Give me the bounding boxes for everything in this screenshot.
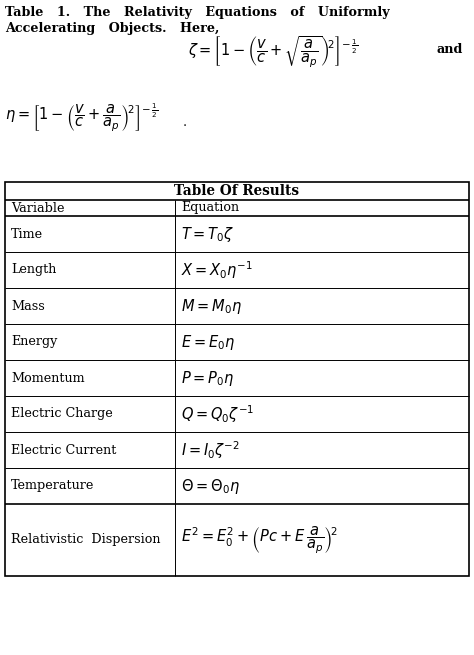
Text: Variable: Variable bbox=[11, 202, 64, 214]
Text: $\Theta = \Theta_0\eta$: $\Theta = \Theta_0\eta$ bbox=[181, 476, 240, 495]
Text: Electric Current: Electric Current bbox=[11, 443, 117, 457]
Text: $I = I_0\zeta^{-2}$: $I = I_0\zeta^{-2}$ bbox=[181, 439, 240, 461]
Text: Temperature: Temperature bbox=[11, 479, 94, 493]
Text: $E^2 = E_0^2 + \left(Pc + E\,\dfrac{a}{a_p}\right)^{\!2}$: $E^2 = E_0^2 + \left(Pc + E\,\dfrac{a}{a… bbox=[181, 525, 338, 555]
Text: Table   1.   The   Relativity   Equations   of   Uniformly: Table 1. The Relativity Equations of Uni… bbox=[5, 6, 390, 19]
Text: and: and bbox=[437, 43, 464, 56]
Text: Table Of Results: Table Of Results bbox=[174, 184, 300, 198]
Text: Accelerating   Objects.   Here,: Accelerating Objects. Here, bbox=[5, 22, 219, 35]
Text: Equation: Equation bbox=[181, 202, 239, 214]
Text: $T = T_0\zeta$: $T = T_0\zeta$ bbox=[181, 225, 235, 244]
Text: $\zeta = \left[1-\left(\dfrac{v}{c}+\sqrt{\dfrac{a}{a_p}}\right)^{\!2}\right]^{\: $\zeta = \left[1-\left(\dfrac{v}{c}+\sqr… bbox=[188, 34, 358, 69]
Text: $E = E_0\eta$: $E = E_0\eta$ bbox=[181, 333, 235, 352]
Text: Time: Time bbox=[11, 227, 43, 240]
Text: Relativistic  Dispersion: Relativistic Dispersion bbox=[11, 534, 161, 546]
Text: Length: Length bbox=[11, 263, 56, 276]
Text: .: . bbox=[183, 115, 187, 128]
Text: $M = M_0\eta$: $M = M_0\eta$ bbox=[181, 297, 242, 316]
Text: Electric Charge: Electric Charge bbox=[11, 407, 113, 421]
Text: $Q = Q_0\zeta^{-1}$: $Q = Q_0\zeta^{-1}$ bbox=[181, 403, 254, 425]
Text: Mass: Mass bbox=[11, 299, 45, 312]
Text: Momentum: Momentum bbox=[11, 371, 85, 384]
Text: Energy: Energy bbox=[11, 335, 57, 348]
Text: $P = P_0\eta$: $P = P_0\eta$ bbox=[181, 369, 234, 388]
Text: $X = X_0\eta^{-1}$: $X = X_0\eta^{-1}$ bbox=[181, 259, 253, 281]
Text: $\eta = \left[1-\left(\dfrac{v}{c}+\dfrac{a}{a_p}\right)^{\!2}\right]^{\!-\frac{: $\eta = \left[1-\left(\dfrac{v}{c}+\dfra… bbox=[5, 102, 158, 134]
